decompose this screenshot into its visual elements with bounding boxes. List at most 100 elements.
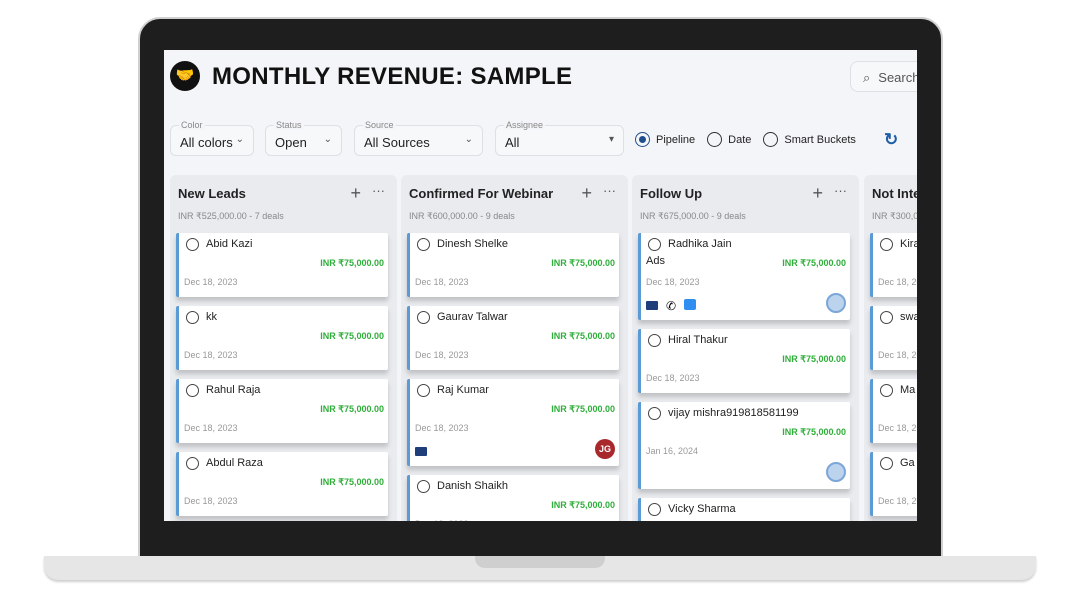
deal-name[interactable]: Vicky Sharma xyxy=(668,503,736,515)
deal-date: Dec 18, 2023 xyxy=(415,519,469,521)
deal-name[interactable]: Kira xyxy=(900,238,917,250)
deal-name[interactable]: Hiral Thakur xyxy=(668,334,728,346)
add-deal-icon[interactable]: + xyxy=(581,183,592,203)
deal-checkbox[interactable] xyxy=(648,407,661,420)
status-filter[interactable]: Status Open ⌄ xyxy=(265,120,342,156)
deal-name[interactable]: Dinesh Shelke xyxy=(437,238,508,250)
deal-card[interactable]: swa Dec 18, 2023 xyxy=(870,306,917,370)
deal-card[interactable]: Ga Dec 18, 2023 xyxy=(870,452,917,516)
deal-checkbox[interactable] xyxy=(186,311,199,324)
deal-name[interactable]: kk xyxy=(206,311,217,323)
source-logo-avatar[interactable] xyxy=(826,462,846,482)
deal-card[interactable]: Raj Kumar INR ₹75,000.00 Dec 18, 2023 JG xyxy=(407,379,619,466)
deal-name[interactable]: Rahul Raja xyxy=(206,384,261,396)
deal-card[interactable]: vijay mishra919818581199 INR ₹75,000.00 Ja… xyxy=(638,402,850,489)
deal-card[interactable]: Dinesh Shelke INR ₹75,000.00 Dec 18, 2023 xyxy=(407,233,619,297)
deal-checkbox[interactable] xyxy=(417,238,430,251)
deal-name[interactable]: Abid Kazi xyxy=(206,238,253,250)
deal-name[interactable]: swa xyxy=(900,311,917,323)
deal-card[interactable]: kk INR ₹75,000.00 Dec 18, 2023 xyxy=(176,306,388,370)
mail-icon[interactable] xyxy=(646,301,658,310)
deal-checkbox[interactable] xyxy=(186,457,199,470)
deal-amount: INR ₹75,000.00 xyxy=(782,354,846,364)
assignee-filter[interactable]: Assignee All ▾ xyxy=(495,120,624,156)
deal-checkbox[interactable] xyxy=(417,480,430,493)
deal-checkbox[interactable] xyxy=(186,238,199,251)
more-options-icon[interactable]: ··· xyxy=(834,183,847,198)
deal-name[interactable]: Ma xyxy=(900,384,916,396)
radio-smart-buckets[interactable] xyxy=(763,132,779,147)
more-options-icon[interactable]: ··· xyxy=(372,183,385,198)
deal-checkbox[interactable] xyxy=(880,311,893,324)
deal-checkbox[interactable] xyxy=(648,503,661,516)
radio-label: Smart Buckets xyxy=(784,133,856,146)
mail-icon[interactable] xyxy=(415,447,427,456)
column-summary: INR ₹300,000.00 xyxy=(872,211,917,221)
deal-card[interactable]: Abid Kazi INR ₹75,000.00 Dec 18, 2023 xyxy=(176,233,388,297)
pipeline-column: Confirmed For Webinar + ··· INR ₹600,000.00… xyxy=(401,175,628,521)
deal-name[interactable]: Radhika Jain xyxy=(668,238,732,250)
deal-checkbox[interactable] xyxy=(648,238,661,251)
deal-date: Dec 18, 2023 xyxy=(415,277,469,287)
radio-date[interactable] xyxy=(707,132,723,147)
deal-checkbox[interactable] xyxy=(648,334,661,347)
radio-pipeline[interactable] xyxy=(635,132,650,147)
deal-name[interactable]: Raj Kumar xyxy=(437,384,489,396)
column-title: Not Interested xyxy=(872,186,917,201)
column-summary: INR ₹525,000.00 - 7 deals xyxy=(178,211,284,221)
deal-card[interactable]: Gaurav Talwar INR ₹75,000.00 Dec 18, 2023 xyxy=(407,306,619,370)
search-input[interactable]: ⌕ Search xyxy=(850,61,917,92)
deal-card[interactable]: Hiral Thakur INR ₹75,000.00 Dec 18, 2023 xyxy=(638,329,850,393)
deal-checkbox[interactable] xyxy=(417,384,430,397)
column-summary: INR ₹600,000.00 - 9 deals xyxy=(409,211,515,221)
deal-card[interactable]: Abdul Raza INR ₹75,000.00 Dec 18, 2023 xyxy=(176,452,388,516)
filter-label: Assignee xyxy=(504,120,546,130)
filter-value: All colors xyxy=(180,135,233,150)
chevron-down-icon: ⌄ xyxy=(464,134,473,145)
deal-card[interactable]: Ma Dec 18, 2023 xyxy=(870,379,917,443)
deal-card[interactable]: Danish Shaikh INR ₹75,000.00 Dec 18, 2023 xyxy=(407,475,619,521)
deal-name[interactable]: Abdul Raza xyxy=(206,457,263,469)
phone-icon[interactable]: ✆ xyxy=(666,299,677,313)
deal-name[interactable]: Gaurav Talwar xyxy=(437,311,508,323)
more-options-icon[interactable]: ··· xyxy=(603,183,616,198)
source-filter[interactable]: Source All Sources ⌄ xyxy=(354,120,483,156)
search-placeholder: Search xyxy=(878,70,917,85)
assignee-avatar[interactable]: JG xyxy=(595,439,615,459)
deal-checkbox[interactable] xyxy=(186,384,199,397)
filter-value: All Sources xyxy=(364,135,430,150)
refresh-icon[interactable]: ↻ xyxy=(884,130,899,149)
deal-name[interactable]: Danish Shaikh xyxy=(437,480,508,492)
deal-date: Jan 16, 2024 xyxy=(646,446,699,456)
deal-card[interactable]: Vicky Sharma xyxy=(638,498,850,521)
deal-checkbox[interactable] xyxy=(880,457,893,470)
deal-date: Dec 18, 2023 xyxy=(415,423,469,433)
deal-card[interactable]: Kira Dec 18, 2023 xyxy=(870,233,917,297)
page-title: MONTHLY REVENUE: SAMPLE xyxy=(212,63,573,90)
chevron-down-icon: ⌄ xyxy=(235,134,244,145)
deal-amount: INR ₹75,000.00 xyxy=(551,258,615,268)
pipeline-column: Not Interested+···INR ₹300,000.00KiraDec… xyxy=(864,175,917,521)
deal-date: Dec 18, 2023 xyxy=(646,373,700,383)
deal-name[interactable]: Ga xyxy=(900,457,915,469)
filter-label: Color xyxy=(179,120,205,130)
deal-name[interactable]: vijay mishra919818581199 xyxy=(668,407,799,419)
deal-date: Dec 18, 2023 xyxy=(878,423,917,433)
radio-label: Pipeline xyxy=(656,133,696,146)
deal-checkbox[interactable] xyxy=(417,311,430,324)
deal-date: Dec 18, 2023 xyxy=(184,350,238,360)
deal-card[interactable]: Rahul Raja INR ₹75,000.00 Dec 18, 2023 xyxy=(176,379,388,443)
deal-amount: INR ₹75,000.00 xyxy=(551,404,615,414)
add-deal-icon[interactable]: + xyxy=(812,183,823,203)
column-title: Follow Up xyxy=(640,186,703,201)
color-filter[interactable]: Color All colors ⌄ xyxy=(170,120,254,156)
deal-card[interactable]: Radhika Jain Ads INR ₹75,000.00 Dec 18, 202… xyxy=(638,233,850,320)
chat-icon[interactable] xyxy=(684,299,697,310)
deal-amount: INR ₹75,000.00 xyxy=(782,258,846,268)
deal-source: Ads xyxy=(646,255,665,267)
deal-checkbox[interactable] xyxy=(880,238,893,251)
add-deal-icon[interactable]: + xyxy=(350,183,361,203)
column-title: Confirmed For Webinar xyxy=(409,186,554,201)
deal-checkbox[interactable] xyxy=(880,384,893,397)
source-logo-avatar[interactable] xyxy=(826,293,846,313)
